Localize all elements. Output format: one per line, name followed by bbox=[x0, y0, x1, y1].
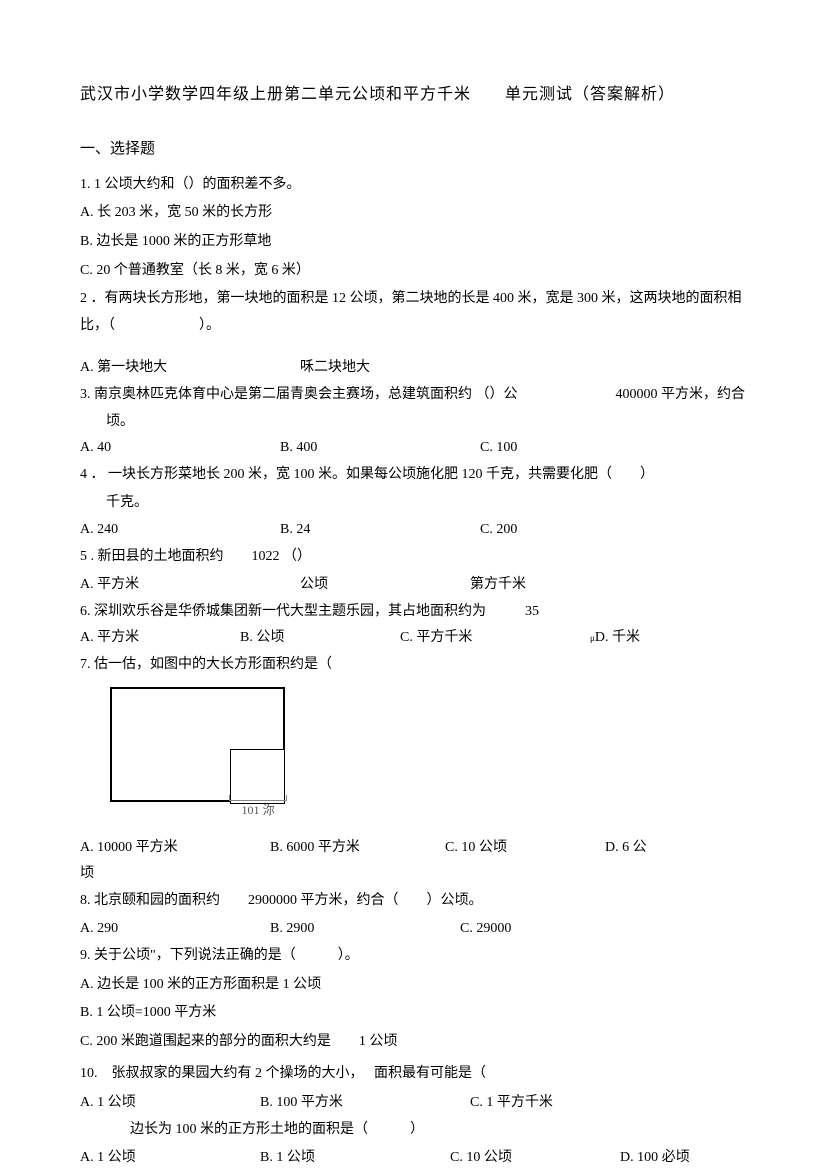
q4-option-b: B. 24 bbox=[280, 517, 480, 544]
q10-options: A. 1 公顷 B. 100 平方米 C. 1 平方千米 bbox=[80, 1090, 745, 1117]
q2-options: A. 第一块地大 咊二块地大 bbox=[80, 355, 745, 382]
q4-options: A. 240 B. 24 C. 200 bbox=[80, 517, 745, 544]
q7-stem: 7. 估一估，如图中的大长方形面积约是（ bbox=[80, 652, 745, 679]
q3-option-a: A. 40 bbox=[80, 435, 280, 462]
q3-option-b: B. 400 bbox=[280, 435, 480, 462]
dimension-label: 101 沵 bbox=[229, 799, 287, 822]
q5-option-b: 公顷 bbox=[300, 572, 470, 599]
q1-option-b: B. 边长是 1000 米的正方形草地 bbox=[80, 229, 745, 256]
q8-option-a: A. 290 bbox=[80, 916, 270, 943]
q7-option-d: D. 6 公 bbox=[605, 835, 647, 862]
q2-option-a: A. 第一块地大 bbox=[80, 355, 300, 382]
q5-stem: 5 . 新田县的土地面积约 1022 （） bbox=[80, 544, 745, 571]
q7-option-c: C. 10 公顷 bbox=[445, 835, 605, 862]
q3-stem2: 顷。 bbox=[80, 409, 745, 436]
section-heading: 一、选择题 bbox=[80, 135, 745, 164]
q3-stem-right: 400000 平方米，约合 bbox=[616, 382, 746, 409]
q7-diagram: 101 沵 bbox=[110, 687, 290, 827]
q8-options: A. 290 B. 2900 C. 29000 bbox=[80, 916, 745, 943]
q1-option-c: C. 20 个普通教室（长 8 米，宽 6 米） bbox=[80, 258, 745, 285]
q7-option-d2: 顷 bbox=[80, 861, 745, 888]
q6-options: A. 平方米 B. 公顷 C. 平方千米 μD. 千米 bbox=[80, 625, 745, 652]
q7-option-b: B. 6000 平方米 bbox=[270, 835, 445, 862]
q2-stem: 2 ．有两块长方形地，第一块地的面积是 12 公顷，第二块地的长是 400 米，… bbox=[80, 286, 745, 339]
q4-stem: 4 ． 一块长方形菜地长 200 米，宽 100 米。如果每公顷施化肥 120 … bbox=[80, 462, 745, 489]
q5-options: A. 平方米 公顷 第方千米 bbox=[80, 572, 745, 599]
q7-options: A. 10000 平方米 B. 6000 平方米 C. 10 公顷 D. 6 公 bbox=[80, 835, 745, 862]
q6-option-b: B. 公顷 bbox=[240, 625, 400, 652]
q7-option-a: A. 10000 平方米 bbox=[80, 835, 270, 862]
q4-option-c: C. 200 bbox=[480, 517, 680, 544]
q5-option-a: A. 平方米 bbox=[80, 572, 300, 599]
q1-option-a: A. 长 203 米，宽 50 米的长方形 bbox=[80, 200, 745, 227]
q4-option-a: A. 240 bbox=[80, 517, 280, 544]
q10-option-c: C. 1 平方千米 bbox=[470, 1090, 553, 1117]
q6-option-a: A. 平方米 bbox=[80, 625, 240, 652]
q3-stem-row: 3. 南京奥林匹克体育中心是第二届青奥会主赛场，总建筑面积约 （）公 40000… bbox=[80, 382, 745, 409]
q9-stem: 9. 关于公顷"，下列说法正确的是（ ）。 bbox=[80, 943, 745, 970]
q10-option-b: B. 100 平方米 bbox=[260, 1090, 470, 1117]
q6-option-d: D. 千米 bbox=[595, 625, 640, 652]
q6-stem-row: 6. 深圳欢乐谷是华侨城集团新一代大型主题乐园，其占地面积约为 35 bbox=[80, 599, 745, 626]
q8-stem: 8. 北京颐和园的面积约 2900000 平方米，约合（ ）公顷。 bbox=[80, 888, 745, 915]
q6-num: 35 bbox=[525, 604, 539, 619]
q11-stem: 边长为 100 米的正方形土地的面积是（ ） bbox=[80, 1117, 745, 1144]
q6-stem: 6. 深圳欢乐谷是华侨城集团新一代大型主题乐园，其占地面积约为 bbox=[80, 604, 486, 619]
q9-option-a: A. 边长是 100 米的正方形面积是 1 公顷 bbox=[80, 972, 745, 999]
q10-option-a: A. 1 公顷 bbox=[80, 1090, 260, 1117]
q6-option-c: C. 平方千米 bbox=[400, 625, 590, 652]
q4-unit: 千克。 bbox=[80, 490, 745, 517]
q5-option-c: 第方千米 bbox=[470, 572, 526, 599]
q2-option-b: 咊二块地大 bbox=[300, 355, 370, 382]
q3-options: A. 40 B. 400 C. 100 bbox=[80, 435, 745, 462]
q1-stem: 1. 1 公顷大约和（）的面积差不多。 bbox=[80, 172, 745, 199]
q10-stem: 10. 张叔叔家的果园大约有 2 个操场的大小， 面积最有可能是（ bbox=[80, 1061, 745, 1088]
q3-stem1: 3. 南京奥林匹克体育中心是第二届青奥会主赛场，总建筑面积约 （）公 bbox=[80, 382, 518, 409]
page-title: 武汉市小学数学四年级上册第二单元公顷和平方千米 单元测试（答案解析） bbox=[80, 80, 745, 110]
q8-option-c: C. 29000 bbox=[460, 916, 511, 943]
q3-option-c: C. 100 bbox=[480, 435, 680, 462]
q9-option-c: C. 200 米跑道围起来的部分的面积大约是 1 公顷 bbox=[80, 1029, 745, 1056]
q8-option-b: B. 2900 bbox=[270, 916, 460, 943]
q9-option-b: B. 1 公顷=1000 平方米 bbox=[80, 1000, 745, 1027]
